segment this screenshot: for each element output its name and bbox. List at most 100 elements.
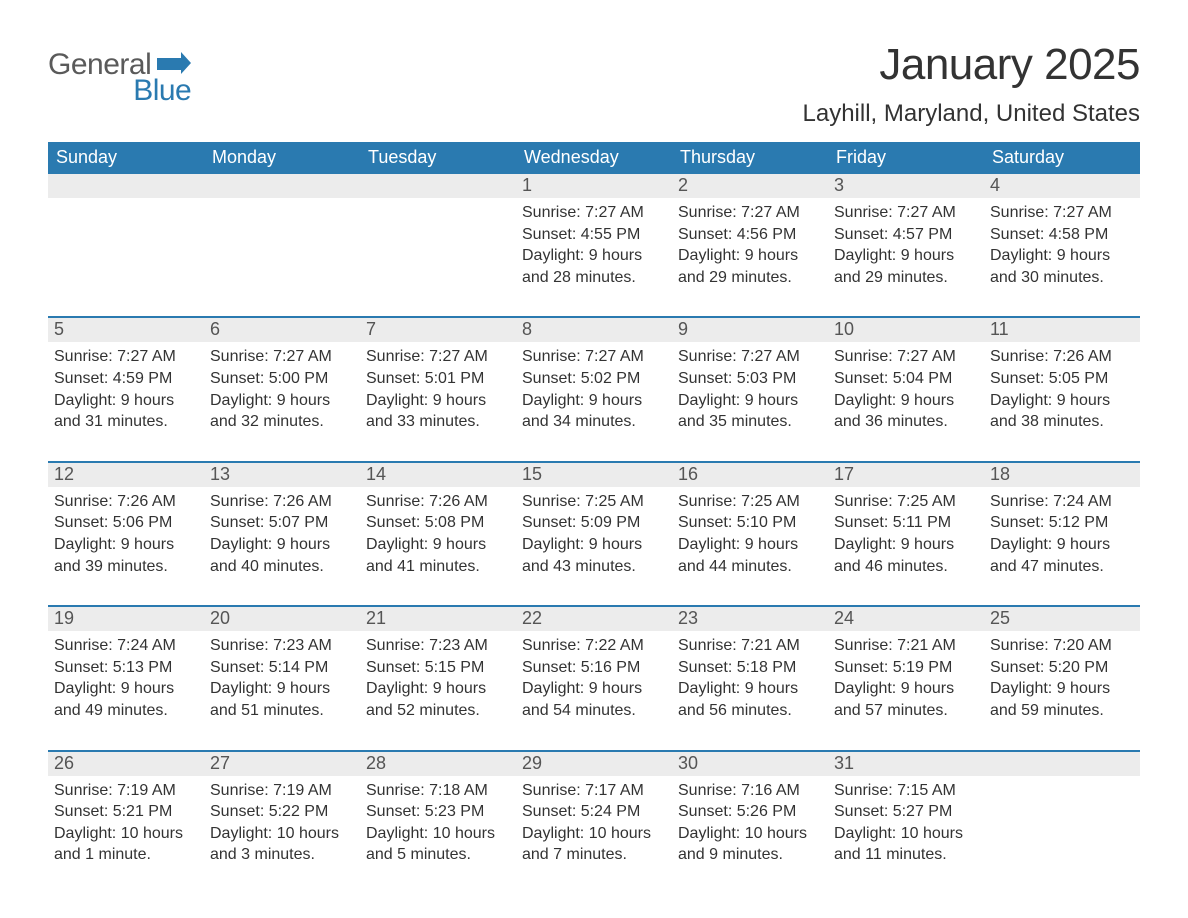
sunrise-text: Sunrise: 7:23 AM: [366, 635, 510, 657]
day-body: Sunrise: 7:27 AMSunset: 4:57 PMDaylight:…: [828, 198, 984, 316]
calendar-cell: [204, 174, 360, 317]
daylight-text: Daylight: 10 hours and 5 minutes.: [366, 823, 510, 866]
sunset-text: Sunset: 5:08 PM: [366, 512, 510, 534]
daylight-text: Daylight: 9 hours and 59 minutes.: [990, 678, 1134, 721]
calendar-body: 1Sunrise: 7:27 AMSunset: 4:55 PMDaylight…: [48, 174, 1140, 894]
daylight-text: Daylight: 9 hours and 36 minutes.: [834, 390, 978, 433]
sunset-text: Sunset: 5:12 PM: [990, 512, 1134, 534]
sunset-text: Sunset: 5:00 PM: [210, 368, 354, 390]
sunrise-text: Sunrise: 7:25 AM: [522, 491, 666, 513]
sunset-text: Sunset: 5:02 PM: [522, 368, 666, 390]
sunset-text: Sunset: 5:07 PM: [210, 512, 354, 534]
logo-blue-text: Blue: [132, 76, 191, 106]
calendar-cell: 19Sunrise: 7:24 AMSunset: 5:13 PMDayligh…: [48, 606, 204, 750]
sunset-text: Sunset: 5:04 PM: [834, 368, 978, 390]
sunset-text: Sunset: 4:55 PM: [522, 224, 666, 246]
day-body: Sunrise: 7:24 AMSunset: 5:13 PMDaylight:…: [48, 631, 204, 749]
daylight-text: Daylight: 9 hours and 44 minutes.: [678, 534, 822, 577]
sunset-text: Sunset: 5:05 PM: [990, 368, 1134, 390]
day-header: Thursday: [672, 142, 828, 174]
calendar-cell: [984, 751, 1140, 894]
calendar-cell: 3Sunrise: 7:27 AMSunset: 4:57 PMDaylight…: [828, 174, 984, 317]
sunset-text: Sunset: 5:20 PM: [990, 657, 1134, 679]
calendar-cell: 7Sunrise: 7:27 AMSunset: 5:01 PMDaylight…: [360, 317, 516, 461]
day-body: Sunrise: 7:23 AMSunset: 5:15 PMDaylight:…: [360, 631, 516, 749]
day-number: 26: [48, 752, 204, 776]
daylight-text: Daylight: 9 hours and 29 minutes.: [834, 245, 978, 288]
month-title: January 2025: [803, 40, 1141, 90]
day-body: Sunrise: 7:27 AMSunset: 5:01 PMDaylight:…: [360, 342, 516, 460]
day-header: Tuesday: [360, 142, 516, 174]
calendar-cell: 6Sunrise: 7:27 AMSunset: 5:00 PMDaylight…: [204, 317, 360, 461]
sunset-text: Sunset: 4:57 PM: [834, 224, 978, 246]
day-body: Sunrise: 7:27 AMSunset: 4:59 PMDaylight:…: [48, 342, 204, 460]
sunrise-text: Sunrise: 7:18 AM: [366, 780, 510, 802]
daylight-text: Daylight: 9 hours and 56 minutes.: [678, 678, 822, 721]
day-header: Saturday: [984, 142, 1140, 174]
sunrise-text: Sunrise: 7:21 AM: [834, 635, 978, 657]
day-body: Sunrise: 7:27 AMSunset: 4:58 PMDaylight:…: [984, 198, 1140, 316]
sunset-text: Sunset: 5:01 PM: [366, 368, 510, 390]
day-body: Sunrise: 7:26 AMSunset: 5:06 PMDaylight:…: [48, 487, 204, 605]
daylight-text: Daylight: 9 hours and 51 minutes.: [210, 678, 354, 721]
daylight-text: Daylight: 10 hours and 11 minutes.: [834, 823, 978, 866]
day-body: Sunrise: 7:19 AMSunset: 5:21 PMDaylight:…: [48, 776, 204, 894]
day-body: Sunrise: 7:21 AMSunset: 5:19 PMDaylight:…: [828, 631, 984, 749]
calendar-cell: 10Sunrise: 7:27 AMSunset: 5:04 PMDayligh…: [828, 317, 984, 461]
sunset-text: Sunset: 4:59 PM: [54, 368, 198, 390]
calendar-cell: 1Sunrise: 7:27 AMSunset: 4:55 PMDaylight…: [516, 174, 672, 317]
day-body: Sunrise: 7:27 AMSunset: 5:03 PMDaylight:…: [672, 342, 828, 460]
calendar-cell: 5Sunrise: 7:27 AMSunset: 4:59 PMDaylight…: [48, 317, 204, 461]
calendar-table: SundayMondayTuesdayWednesdayThursdayFrid…: [48, 142, 1140, 894]
calendar-cell: 20Sunrise: 7:23 AMSunset: 5:14 PMDayligh…: [204, 606, 360, 750]
day-number: 15: [516, 463, 672, 487]
day-number: 29: [516, 752, 672, 776]
calendar-cell: 18Sunrise: 7:24 AMSunset: 5:12 PMDayligh…: [984, 462, 1140, 606]
day-number: 17: [828, 463, 984, 487]
day-number: 21: [360, 607, 516, 631]
sunrise-text: Sunrise: 7:27 AM: [522, 346, 666, 368]
day-number: 19: [48, 607, 204, 631]
calendar-cell: 15Sunrise: 7:25 AMSunset: 5:09 PMDayligh…: [516, 462, 672, 606]
daylight-text: Daylight: 9 hours and 52 minutes.: [366, 678, 510, 721]
day-number: 20: [204, 607, 360, 631]
day-number: 7: [360, 318, 516, 342]
day-number: 14: [360, 463, 516, 487]
day-header: Monday: [204, 142, 360, 174]
header: General Blue January 2025 Layhill, Maryl…: [48, 40, 1140, 128]
sunset-text: Sunset: 5:22 PM: [210, 801, 354, 823]
day-body: Sunrise: 7:19 AMSunset: 5:22 PMDaylight:…: [204, 776, 360, 894]
sunset-text: Sunset: 5:16 PM: [522, 657, 666, 679]
day-number: [360, 174, 516, 198]
daylight-text: Daylight: 9 hours and 40 minutes.: [210, 534, 354, 577]
day-body: [984, 776, 1140, 808]
daylight-text: Daylight: 9 hours and 47 minutes.: [990, 534, 1134, 577]
day-number: 28: [360, 752, 516, 776]
day-number: 16: [672, 463, 828, 487]
calendar-cell: 31Sunrise: 7:15 AMSunset: 5:27 PMDayligh…: [828, 751, 984, 894]
day-number: 22: [516, 607, 672, 631]
sunset-text: Sunset: 5:19 PM: [834, 657, 978, 679]
calendar-cell: 21Sunrise: 7:23 AMSunset: 5:15 PMDayligh…: [360, 606, 516, 750]
sunset-text: Sunset: 5:03 PM: [678, 368, 822, 390]
daylight-text: Daylight: 9 hours and 30 minutes.: [990, 245, 1134, 288]
calendar-week: 26Sunrise: 7:19 AMSunset: 5:21 PMDayligh…: [48, 751, 1140, 894]
day-number: [984, 752, 1140, 776]
day-number: [204, 174, 360, 198]
calendar-cell: 17Sunrise: 7:25 AMSunset: 5:11 PMDayligh…: [828, 462, 984, 606]
sunset-text: Sunset: 5:21 PM: [54, 801, 198, 823]
day-number: 3: [828, 174, 984, 198]
day-number: 10: [828, 318, 984, 342]
sunrise-text: Sunrise: 7:27 AM: [522, 202, 666, 224]
sunrise-text: Sunrise: 7:26 AM: [54, 491, 198, 513]
calendar-cell: 24Sunrise: 7:21 AMSunset: 5:19 PMDayligh…: [828, 606, 984, 750]
sunrise-text: Sunrise: 7:22 AM: [522, 635, 666, 657]
calendar-cell: 22Sunrise: 7:22 AMSunset: 5:16 PMDayligh…: [516, 606, 672, 750]
day-body: [204, 198, 360, 230]
daylight-text: Daylight: 9 hours and 49 minutes.: [54, 678, 198, 721]
day-number: 11: [984, 318, 1140, 342]
calendar-cell: 27Sunrise: 7:19 AMSunset: 5:22 PMDayligh…: [204, 751, 360, 894]
sunset-text: Sunset: 5:15 PM: [366, 657, 510, 679]
day-body: Sunrise: 7:22 AMSunset: 5:16 PMDaylight:…: [516, 631, 672, 749]
calendar-cell: 26Sunrise: 7:19 AMSunset: 5:21 PMDayligh…: [48, 751, 204, 894]
